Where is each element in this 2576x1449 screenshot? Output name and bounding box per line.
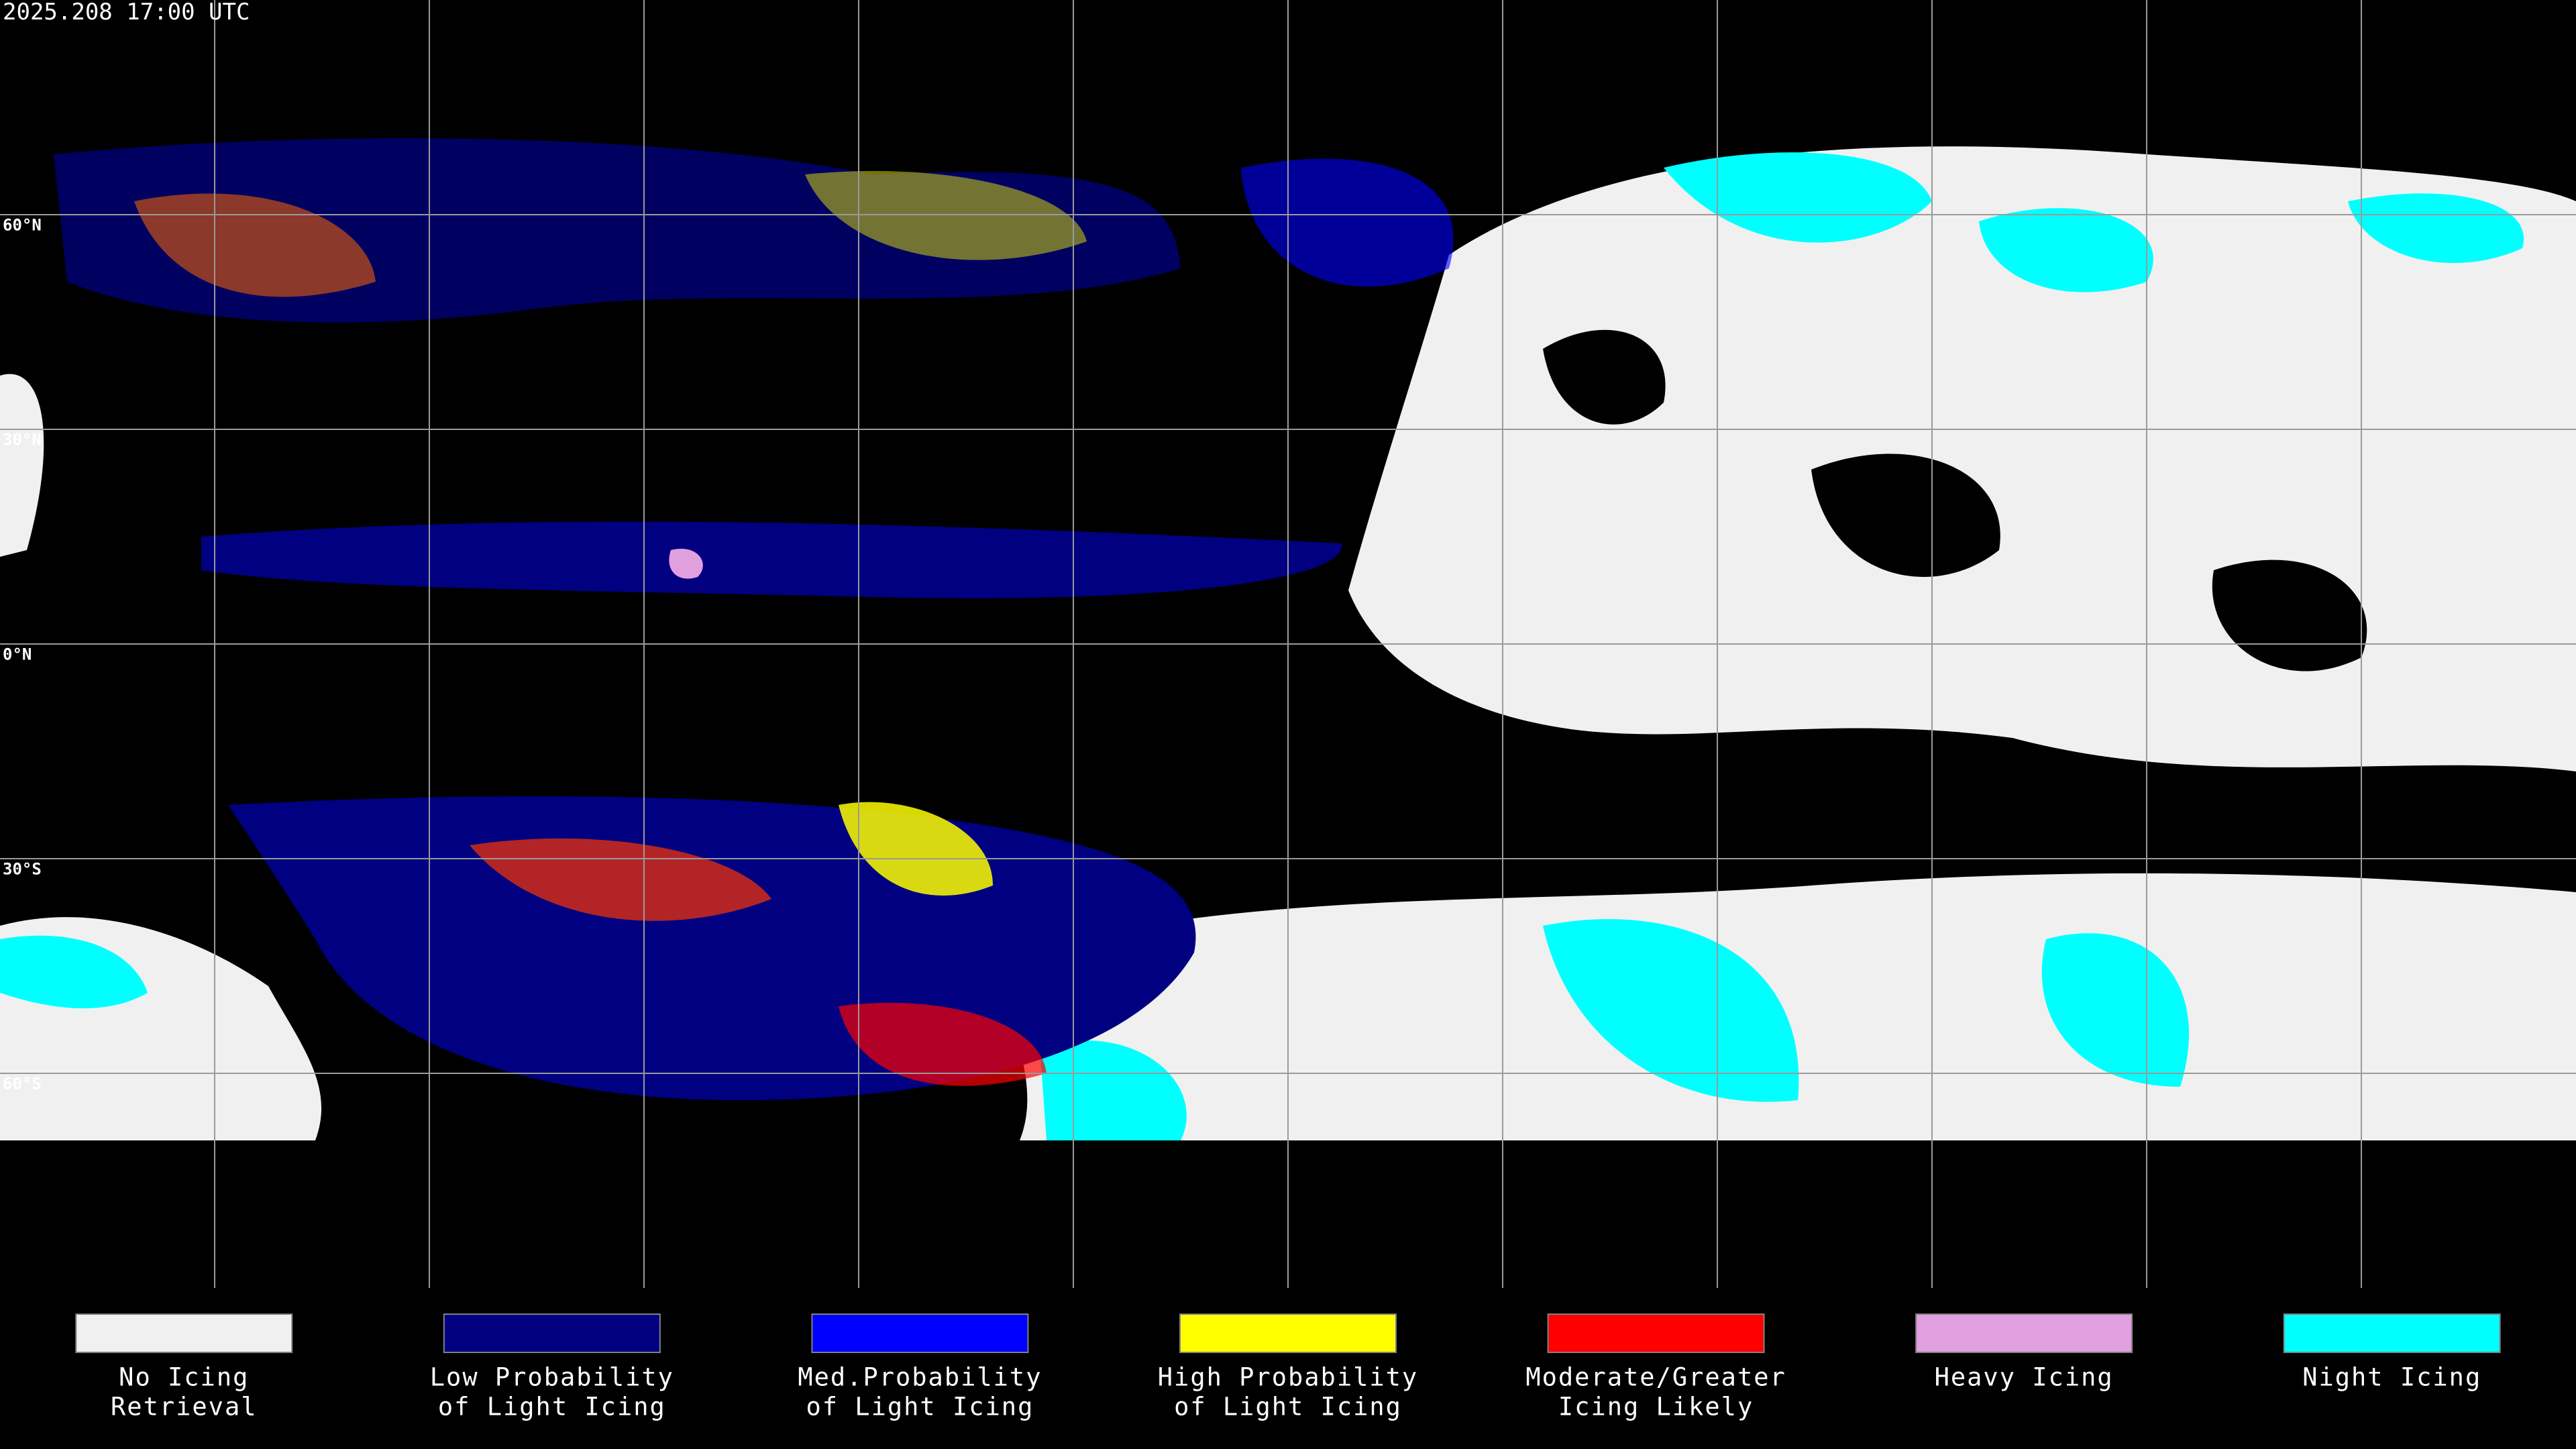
legend-label: Heavy Icing	[1935, 1363, 2114, 1392]
legend-label: High Probability	[1158, 1363, 1418, 1392]
night-icing-region	[0, 935, 148, 1009]
heavy-icing-spot	[669, 549, 703, 579]
clear-region	[1811, 453, 2000, 577]
latitude-label: 60°S	[3, 1075, 42, 1093]
graticule	[0, 0, 2576, 1288]
latitude-label: 30°S	[3, 860, 42, 879]
legend-swatch	[1547, 1313, 1765, 1353]
legend-label: Night Icing	[2302, 1363, 2481, 1392]
timestamp: 2025.208 17:00 UTC	[3, 0, 250, 25]
legend-swatch	[1179, 1313, 1397, 1353]
legend-swatch	[443, 1313, 661, 1353]
night-icing-region	[1543, 919, 1799, 1102]
legend-label: of Light Icing	[806, 1393, 1034, 1421]
latitude-label: 30°N	[3, 431, 42, 449]
legend-swatch	[1915, 1313, 2133, 1353]
night-icing-region	[2041, 933, 2190, 1087]
high-probability-region	[805, 170, 1087, 260]
legend-swatch	[2283, 1313, 2501, 1353]
moderate-region	[134, 193, 376, 297]
latitude-labels: 60°N 30°N 0°N 30°S 60°S	[3, 216, 42, 1093]
no-icing-region	[0, 374, 44, 557]
legend-label: Med.Probability	[798, 1363, 1042, 1392]
high-probability-region	[839, 802, 993, 896]
legend-label: No Icing	[119, 1363, 249, 1392]
legend-label: Moderate/Greater	[1525, 1363, 1786, 1392]
legend-label: Retrieval	[111, 1393, 257, 1421]
legend-swatch	[75, 1313, 293, 1353]
clear-region	[1543, 329, 1666, 425]
moderate-region	[839, 1002, 1046, 1086]
legend-swatch	[811, 1313, 1029, 1353]
night-icing-region	[1664, 152, 1932, 243]
legend-label: of Light Icing	[1174, 1393, 1402, 1421]
cloud-imagery	[0, 138, 2576, 1140]
latitude-label: 60°N	[3, 216, 42, 235]
med-probability-region	[1241, 158, 1454, 287]
legend-label: of Light Icing	[438, 1393, 666, 1421]
night-icing-region	[2348, 193, 2524, 264]
latitude-label: 0°N	[3, 645, 32, 664]
night-icing-region	[1979, 208, 2153, 292]
med-probability-region	[201, 521, 1342, 598]
legend-label: Icing Likely	[1558, 1393, 1754, 1421]
night-icing-region	[1040, 1040, 1187, 1140]
legend-label: Low Probability	[430, 1363, 674, 1392]
